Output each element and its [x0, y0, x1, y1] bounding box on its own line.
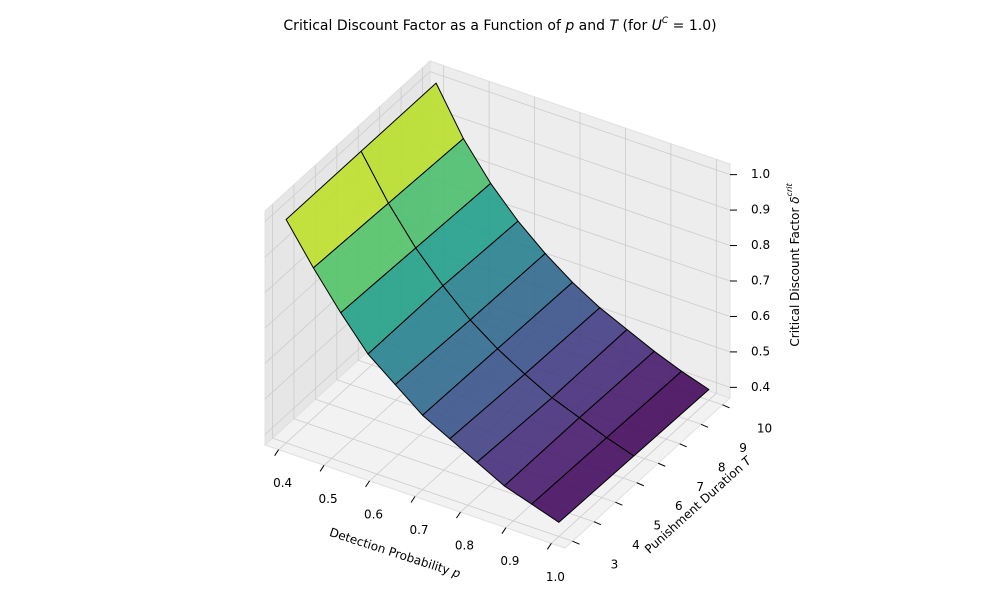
y-tick-label: 9	[739, 441, 747, 455]
grid-line	[264, 71, 431, 222]
x-tick	[365, 480, 370, 488]
x-tick-label: 0.7	[409, 523, 428, 537]
x-tick-label: 0.5	[319, 492, 338, 506]
y-tick-label: 7	[696, 480, 704, 494]
y-tick	[615, 501, 623, 506]
y-tick-label: 3	[611, 558, 619, 572]
x-tick	[410, 496, 416, 503]
y-tick	[679, 443, 687, 448]
grid-line	[551, 393, 717, 544]
z-tick-label: 0.9	[751, 203, 770, 217]
title-part: Critical Discount Factor as a Function o…	[283, 18, 565, 34]
grid-line	[429, 142, 731, 246]
x-tick	[319, 465, 325, 472]
x-tick-label: 0.8	[455, 539, 474, 553]
surface-patch	[531, 437, 635, 523]
title-part: U	[652, 18, 662, 34]
y-tick	[593, 521, 602, 526]
title-part: (for	[618, 18, 652, 34]
grid-line	[272, 437, 573, 542]
y-tick	[658, 462, 666, 467]
x-tick	[274, 449, 280, 456]
y-tick	[572, 540, 580, 545]
x-tick-label: 0.4	[273, 476, 292, 490]
y-tick-label: 6	[675, 499, 683, 513]
surface	[285, 82, 710, 523]
z-tick-label: 1.0	[751, 167, 770, 181]
label-part: Detection Probability	[328, 525, 455, 578]
x-axis-label: Detection Probability p	[328, 525, 463, 581]
label-part: Critical Discount Factor	[788, 204, 802, 347]
x-tick-label: 1.0	[546, 570, 565, 584]
z-tick-label: 0.4	[751, 380, 770, 394]
y-tick-label: 8	[718, 460, 726, 474]
y-tick	[636, 482, 644, 487]
label-part: δ	[788, 196, 802, 203]
y-tick	[700, 423, 709, 428]
z-tick-label: 0.5	[751, 344, 770, 358]
grid-line	[429, 106, 731, 211]
title-part: C	[662, 16, 669, 26]
y-tick-label: 5	[654, 519, 662, 533]
z-axis-label: Critical Discount Factor δcrit	[785, 183, 802, 347]
x-tick	[456, 511, 461, 519]
z-tick-label: 0.8	[751, 238, 770, 252]
title-part: T	[609, 18, 619, 34]
chart-title: Critical Discount Factor as a Function o…	[283, 16, 716, 35]
z-tick-label: 0.6	[751, 309, 770, 323]
y-tick-label: 4	[632, 538, 640, 552]
grid-line	[429, 71, 731, 176]
x-tick	[501, 527, 507, 534]
title-part: p	[564, 18, 574, 34]
x-tick-label: 0.6	[364, 507, 383, 521]
z-tick-label: 0.7	[751, 274, 770, 288]
title-part: and	[574, 18, 609, 34]
x-tick	[546, 543, 552, 550]
title-part: = 1.0)	[668, 18, 716, 34]
y-axis-label: Punishment Duration T	[642, 452, 755, 556]
x-tick-label: 0.9	[500, 554, 519, 568]
y-tick	[722, 404, 730, 409]
label-part: crit	[785, 183, 794, 197]
y-tick-label: 10	[757, 421, 772, 435]
label-part: Punishment Duration	[642, 458, 748, 556]
